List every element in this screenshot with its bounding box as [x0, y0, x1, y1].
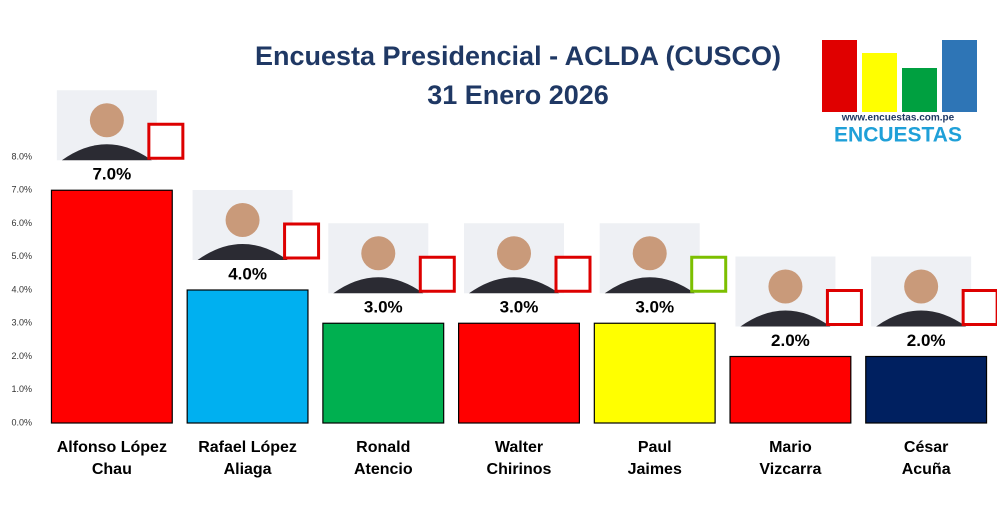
party-logo	[418, 255, 456, 293]
bar	[458, 322, 580, 424]
x-tick-label: Rafael López Aliaga	[198, 439, 297, 478]
photo-body	[469, 277, 559, 294]
value-label: 4.0%	[228, 264, 267, 283]
chart-subtitle: 31 Enero 2026	[427, 80, 609, 110]
logo-block	[862, 53, 897, 112]
x-tick-label: Alfonso López Chau	[57, 439, 167, 478]
photo-head	[361, 236, 396, 271]
x-tick-label-line: Jaimes	[628, 461, 682, 478]
photo-body	[604, 277, 695, 294]
candidate-photo	[56, 90, 185, 161]
x-tick-label: César Acuña	[902, 439, 951, 478]
value-label: 3.0%	[500, 298, 539, 317]
value-label: 2.0%	[907, 331, 946, 350]
x-tick-label-line: Atencio	[354, 461, 413, 478]
y-tick-label: 3.0%	[11, 318, 32, 328]
photo-body	[740, 310, 831, 327]
y-tick-label: 1.0%	[11, 384, 32, 394]
x-tick-label-line: Rafael López	[198, 439, 297, 456]
photo-head	[89, 103, 124, 138]
candidate-photo	[735, 256, 863, 327]
logo-url: www.encuestas.com.pe	[841, 113, 955, 124]
logo-block	[902, 68, 937, 112]
x-tick-label-line: César	[904, 439, 948, 456]
x-tick-label-line: Chirinos	[487, 461, 552, 478]
x-tick-label-line: Acuña	[902, 461, 951, 478]
y-tick-label: 4.0%	[11, 284, 32, 294]
logo-brand: ENCUESTAS	[834, 124, 962, 147]
x-tick-label: Walter Chirinos	[487, 439, 552, 478]
x-tick-label-line: Alfonso López	[57, 439, 167, 456]
value-label: 7.0%	[92, 165, 131, 184]
candidate-photo	[464, 223, 592, 294]
y-tick-label: 7.0%	[11, 185, 32, 195]
party-logo	[147, 122, 185, 160]
party-logo	[961, 289, 997, 326]
y-tick-label: 0.0%	[11, 417, 32, 427]
party-logo	[554, 255, 592, 293]
party-logo	[825, 289, 863, 326]
bar	[186, 289, 309, 424]
logo: www.encuestas.com.pe ENCUESTAS	[822, 40, 977, 147]
candidate-photo	[192, 190, 321, 260]
value-label: 3.0%	[364, 298, 403, 317]
logo-block	[942, 40, 977, 112]
photo-head	[904, 269, 939, 304]
party-logo	[283, 222, 321, 260]
y-tick-label: 5.0%	[11, 251, 32, 261]
value-label: 3.0%	[635, 298, 674, 317]
bar	[593, 322, 716, 424]
x-tick-label-line: Ronald	[356, 439, 410, 456]
y-tick-label: 8.0%	[11, 151, 32, 161]
photo-head	[632, 236, 667, 271]
logo-block	[822, 40, 857, 112]
x-tick-label-line: Aliaga	[224, 461, 272, 478]
x-tick-label-line: Paul	[638, 439, 672, 456]
photo-head	[225, 203, 260, 237]
candidate-photo	[871, 256, 997, 327]
x-tick-label: Paul Jaimes	[628, 439, 682, 478]
bar	[865, 355, 988, 424]
x-tick-label: Mario Vizcarra	[759, 439, 821, 478]
bar	[322, 322, 445, 424]
photo-body	[333, 277, 424, 294]
photo-body	[876, 310, 967, 327]
x-tick-label-line: Chau	[92, 461, 132, 478]
party-logo	[690, 255, 728, 293]
x-tick-label-line: Walter	[495, 439, 543, 456]
candidate-photo	[599, 223, 728, 294]
photo-head	[497, 236, 531, 271]
photo-body	[197, 244, 288, 260]
photo-body	[61, 144, 152, 161]
photo-head	[768, 269, 803, 304]
y-tick-label: 2.0%	[11, 351, 32, 361]
chart-title: Encuesta Presidencial - ACLDA (CUSCO)	[255, 41, 781, 71]
bar	[50, 189, 173, 424]
bar	[729, 355, 852, 424]
x-tick-label: Ronald Atencio	[354, 439, 413, 478]
candidate-photo	[328, 223, 456, 294]
x-tick-label-line: Mario	[769, 439, 812, 456]
x-tick-label-line: Vizcarra	[759, 461, 821, 478]
y-tick-label: 6.0%	[11, 218, 32, 228]
value-label: 2.0%	[771, 331, 810, 350]
